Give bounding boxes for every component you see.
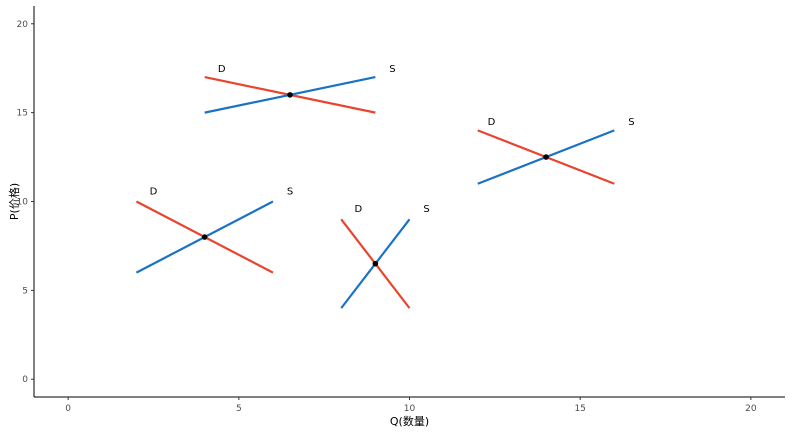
supply-curve-label: S bbox=[389, 64, 395, 75]
x-axis-title: Q(数量) bbox=[390, 415, 429, 428]
curve-labels: D S D S D S D S bbox=[150, 64, 635, 215]
curves bbox=[135, 76, 615, 309]
equilibrium-point bbox=[287, 92, 293, 98]
supply-curve-label: S bbox=[423, 204, 429, 215]
demand-curve-label: D bbox=[150, 186, 158, 197]
y-tick-label: 15 bbox=[17, 109, 28, 119]
x-tick-label: 0 bbox=[65, 404, 71, 414]
equilibrium-points bbox=[201, 92, 549, 267]
x-tick-label: 15 bbox=[574, 404, 585, 414]
demand-curve-label: D bbox=[488, 117, 496, 128]
demand-curve-label: D bbox=[354, 204, 362, 215]
y-tick-label: 5 bbox=[22, 286, 28, 296]
equilibrium-point bbox=[372, 260, 379, 267]
axes bbox=[33, 6, 785, 398]
y-tick-label: 10 bbox=[17, 198, 29, 208]
supply-curve-label: S bbox=[287, 186, 293, 197]
x-axis-ticks: 0 5 10 15 20 bbox=[65, 397, 757, 414]
supply-curve-label: S bbox=[628, 117, 634, 128]
y-axis-title: P(价格) bbox=[7, 183, 21, 220]
y-axis-ticks: 0 5 10 15 20 bbox=[17, 20, 34, 385]
equilibrium-point bbox=[201, 234, 208, 240]
demand-curve-label: D bbox=[218, 64, 226, 75]
x-tick-label: 10 bbox=[404, 404, 416, 414]
x-tick-label: 5 bbox=[236, 404, 242, 414]
x-tick-label: 20 bbox=[745, 404, 757, 414]
equilibrium-point bbox=[543, 154, 549, 160]
y-tick-label: 20 bbox=[17, 20, 29, 30]
y-tick-label: 0 bbox=[22, 375, 28, 385]
